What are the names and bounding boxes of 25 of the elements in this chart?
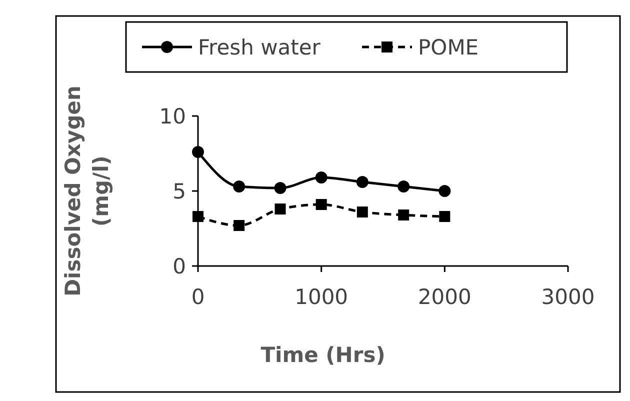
point [315, 172, 328, 184]
point [192, 146, 204, 158]
y-tick-label: 5 [172, 179, 186, 204]
point [316, 199, 327, 210]
point [233, 180, 246, 192]
point [439, 211, 450, 222]
legend-label: Fresh water [198, 35, 321, 60]
y-tick-label: 10 [159, 104, 186, 128]
point [356, 176, 368, 188]
x-tick-label: 2000 [418, 285, 472, 309]
point [274, 204, 286, 214]
x-tick-label: 1000 [294, 285, 348, 309]
point [274, 182, 286, 194]
point [438, 185, 451, 197]
point [192, 211, 204, 222]
y-axis-title: Dissolved Oxygen (mg/l) [61, 86, 113, 296]
x-tick-label: 0 [191, 285, 205, 309]
legend-label: POME [418, 35, 479, 60]
point [398, 180, 410, 192]
x-tick-label: 3000 [541, 285, 595, 309]
x-axis-title: Time (Hrs) [260, 343, 386, 367]
y-tick-label: 0 [172, 254, 186, 278]
point [356, 206, 368, 218]
point [398, 210, 410, 220]
point [234, 220, 245, 231]
